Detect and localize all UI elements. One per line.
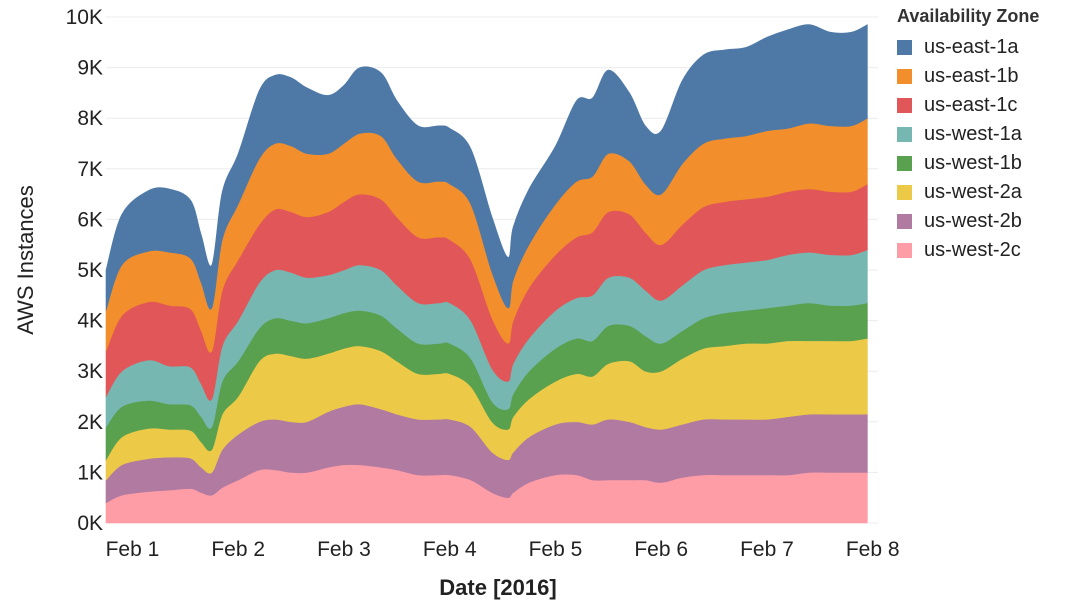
y-tick-label: 2K (77, 411, 103, 434)
y-tick-label: 5K (77, 259, 103, 282)
legend-swatch (897, 127, 912, 142)
x-tick-label: Feb 4 (423, 538, 477, 561)
legend-swatch (897, 69, 912, 84)
area-series (105, 24, 868, 524)
x-tick-label: Feb 1 (106, 538, 160, 561)
x-tick-label: Feb 5 (529, 538, 583, 561)
y-tick-label: 4K (77, 310, 103, 333)
legend-item-us-east-1c[interactable]: us-east-1c (897, 91, 1062, 120)
legend-label: us-west-2a (924, 181, 1022, 203)
legend-item-us-west-2b[interactable]: us-west-2b (897, 207, 1062, 236)
legend-label: us-east-1b (924, 65, 1019, 87)
legend-item-us-west-2a[interactable]: us-west-2a (897, 178, 1062, 207)
legend-label: us-west-1a (924, 123, 1022, 145)
y-tick-label: 10K (66, 6, 103, 29)
legend-swatch (897, 156, 912, 171)
x-tick-label: Feb 7 (740, 538, 794, 561)
y-tick-label: 9K (77, 57, 103, 80)
legend-item-us-west-2c[interactable]: us-west-2c (897, 236, 1062, 265)
legend-title: Availability Zone (897, 6, 1040, 26)
area-us-east-1a (105, 24, 868, 311)
y-axis-title: AWS Instances (13, 185, 38, 335)
legend-swatch (897, 214, 912, 229)
legend-item-us-east-1a[interactable]: us-east-1a (897, 33, 1062, 62)
legend-swatch (897, 243, 912, 258)
legend-items: us-east-1a us-east-1b us-east-1c us-west-1a… (897, 33, 1062, 265)
y-tick-label: 3K (77, 360, 103, 383)
legend-item-us-west-1b[interactable]: us-west-1b (897, 149, 1062, 178)
legend-label: us-east-1c (924, 94, 1018, 116)
legend-swatch (897, 40, 912, 55)
legend: Availability Zone us-east-1a us-east-1b us… (897, 6, 1062, 265)
legend-item-us-east-1b[interactable]: us-east-1b (897, 62, 1062, 91)
x-axis-title: Date [2016] (439, 575, 556, 600)
legend-label: us-east-1a (924, 36, 1019, 58)
x-tick-label: Feb 8 (846, 538, 900, 561)
legend-label: us-west-2b (924, 210, 1022, 232)
x-axis-ticks: Feb 1 Feb 2 Feb 3 Feb 4 Feb 5 Feb 6 Feb 7 Feb 8 (106, 538, 900, 561)
y-axis-ticks: 0K 1K 2K 3K 4K 5K 6K 7K 8K 9K 10K (66, 6, 103, 535)
y-tick-label: 7K (77, 158, 103, 181)
x-tick-label: Feb 3 (317, 538, 371, 561)
x-tick-label: Feb 2 (211, 538, 265, 561)
y-tick-label: 1K (77, 461, 103, 484)
y-tick-label: 0K (77, 512, 103, 535)
legend-label: us-west-2c (924, 239, 1021, 261)
legend-swatch (897, 185, 912, 200)
legend-item-us-west-1a[interactable]: us-west-1a (897, 120, 1062, 149)
legend-swatch (897, 98, 912, 113)
x-tick-label: Feb 6 (634, 538, 688, 561)
legend-label: us-west-1b (924, 152, 1022, 174)
y-tick-label: 8K (77, 107, 103, 130)
y-tick-label: 6K (77, 208, 103, 231)
